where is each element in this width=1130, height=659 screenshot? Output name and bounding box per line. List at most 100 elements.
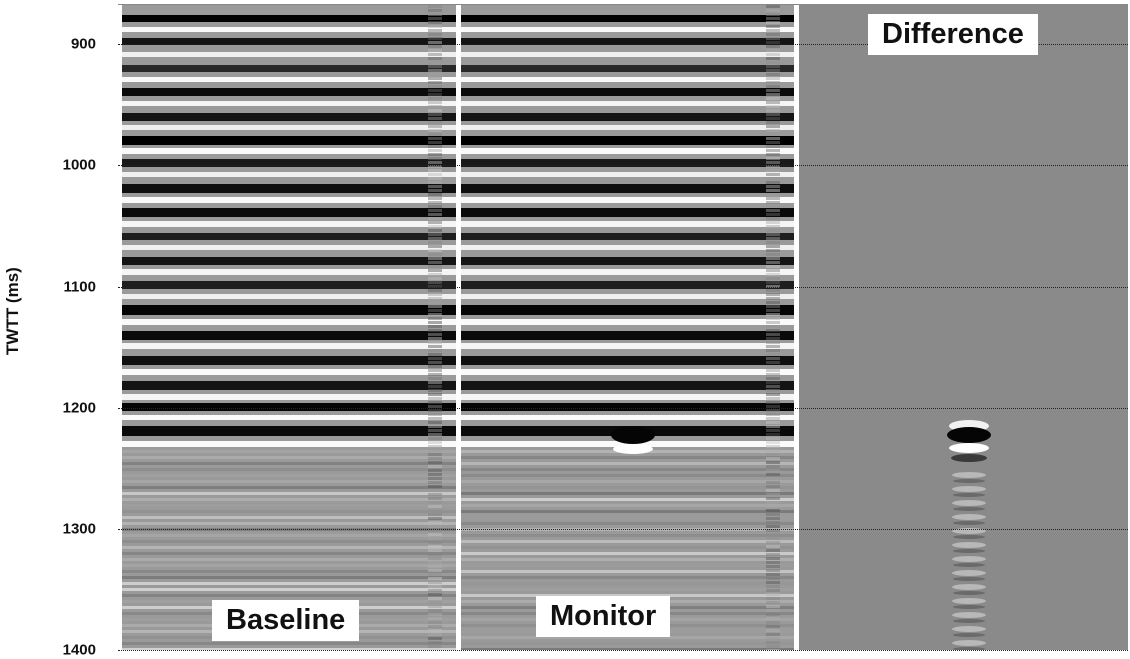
trace-noise — [766, 25, 780, 28]
trace-noise — [428, 265, 442, 268]
trace-noise — [428, 357, 442, 360]
trace-noise — [766, 545, 780, 548]
trace-noise — [428, 81, 442, 84]
trace-noise — [766, 497, 780, 500]
seismic-weak-reflector — [122, 498, 456, 501]
seismic-reflector — [461, 319, 794, 325]
seismic-reflector — [461, 381, 794, 390]
seismic-weak-reflector — [461, 594, 794, 597]
trace-noise — [428, 101, 442, 104]
trace-noise — [428, 397, 442, 400]
trace-noise — [766, 481, 780, 484]
seismic-weak-reflector — [461, 492, 794, 495]
seismic-reflector — [461, 305, 794, 315]
trace-noise — [428, 73, 442, 76]
trace-noise — [428, 333, 442, 336]
difference-residual — [952, 570, 986, 576]
trace-noise — [428, 149, 442, 152]
seismic-weak-reflector — [122, 486, 456, 489]
trace-noise — [428, 9, 442, 12]
trace-noise — [428, 561, 442, 564]
seismic-reflector — [122, 38, 456, 45]
seismic-weak-reflector — [461, 522, 794, 525]
trace-noise — [766, 117, 780, 120]
seismic-weak-reflector — [461, 582, 794, 585]
trace-noise — [428, 41, 442, 44]
trace-noise — [428, 477, 442, 480]
trace-noise — [428, 593, 442, 596]
trace-noise — [766, 53, 780, 56]
trace-noise — [428, 577, 442, 580]
trace-noise — [766, 369, 780, 372]
seismic-weak-reflector — [122, 594, 456, 597]
trace-noise — [428, 285, 442, 288]
trace-noise — [766, 641, 780, 644]
trace-noise — [428, 473, 442, 476]
trace-noise — [766, 577, 780, 580]
trace-noise — [428, 337, 442, 340]
trace-noise — [766, 221, 780, 224]
time-gridline — [118, 529, 1128, 530]
trace-noise — [428, 249, 442, 252]
y-tick-1200: 1200 — [62, 399, 96, 417]
seismic-reflector — [122, 172, 456, 177]
trace-noise — [766, 297, 780, 300]
trace-noise — [766, 365, 780, 368]
trace-noise — [428, 505, 442, 508]
trace-noise — [428, 405, 442, 408]
trace-noise — [766, 581, 780, 584]
trace-noise — [428, 281, 442, 284]
trace-noise — [766, 353, 780, 356]
seismic-reflector — [461, 403, 794, 411]
trace-noise — [766, 509, 780, 512]
trace-noise — [428, 465, 442, 468]
trace-noise — [766, 449, 780, 452]
trace-noise — [766, 549, 780, 552]
trace-noise — [428, 381, 442, 384]
trace-noise — [428, 353, 442, 356]
monitor-label: Monitor — [536, 596, 671, 637]
trace-noise — [428, 273, 442, 276]
seismic-reflector — [122, 369, 456, 375]
trace-noise — [766, 69, 780, 72]
seismic-weak-reflector — [461, 576, 794, 579]
trace-noise — [428, 53, 442, 56]
trace-noise — [428, 45, 442, 48]
trace-noise — [428, 305, 442, 308]
trace-noise — [766, 469, 780, 472]
trace-noise — [766, 153, 780, 156]
trace-noise — [766, 645, 780, 648]
difference-residual — [952, 486, 986, 492]
trace-noise — [766, 57, 780, 60]
seismic-weak-reflector — [122, 462, 456, 465]
trace-noise — [766, 93, 780, 96]
trace-noise — [766, 81, 780, 84]
difference-residual — [952, 584, 986, 590]
seismic-reflector — [461, 113, 794, 121]
seismic-reflector — [122, 343, 456, 349]
trace-noise — [428, 69, 442, 72]
trace-noise — [428, 309, 442, 312]
seismic-reflector — [122, 233, 456, 240]
monitor-anomaly-dark — [611, 426, 655, 444]
trace-noise — [766, 521, 780, 524]
trace-noise — [766, 317, 780, 320]
seismic-reflector — [122, 305, 456, 315]
difference-residual — [953, 591, 985, 595]
trace-noise — [428, 529, 442, 532]
panel-separator — [456, 5, 461, 650]
trace-noise — [766, 529, 780, 532]
trace-noise — [428, 65, 442, 68]
trace-noise — [428, 489, 442, 492]
difference-residual — [952, 626, 986, 632]
trace-noise — [428, 17, 442, 20]
trace-noise — [766, 73, 780, 76]
trace-noise — [428, 589, 442, 592]
difference-residual — [953, 563, 985, 567]
trace-noise — [428, 413, 442, 416]
trace-noise — [428, 313, 442, 316]
trace-noise — [428, 513, 442, 516]
seismic-reflector — [122, 415, 456, 420]
trace-noise — [766, 437, 780, 440]
trace-noise — [766, 637, 780, 640]
